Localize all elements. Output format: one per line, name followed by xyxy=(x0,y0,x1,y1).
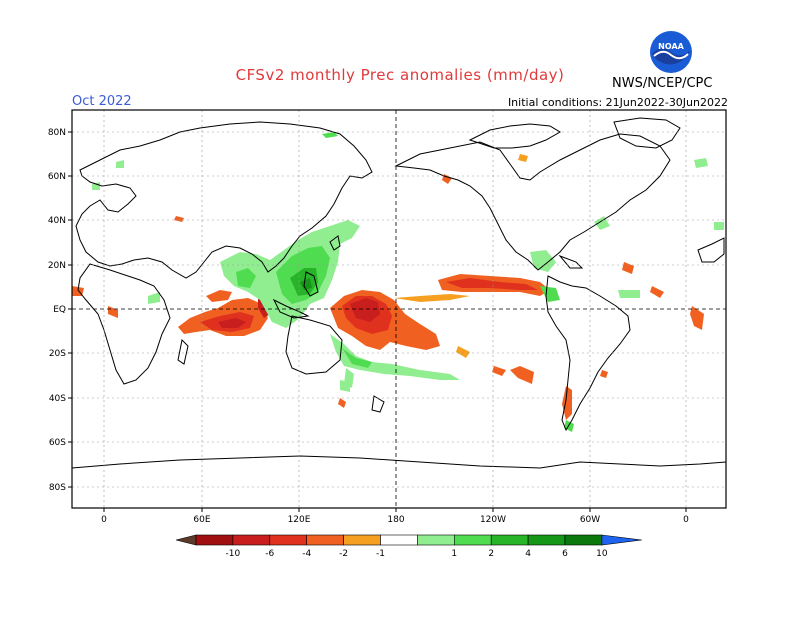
lon-label: 60W xyxy=(580,515,600,525)
colorbar-tick-label: -2 xyxy=(339,549,348,559)
colorbar-swatch xyxy=(232,534,271,546)
colorbar-arrow-high xyxy=(601,534,642,546)
wet-anomaly-minor xyxy=(92,132,724,432)
logo-text: NOAA xyxy=(658,42,684,51)
colorbar-tick-label: -4 xyxy=(302,549,311,559)
colorbar-swatch xyxy=(380,534,418,546)
wet-anomaly-maritime-continent xyxy=(220,220,460,388)
colorbar-tick-label: 6 xyxy=(562,549,568,559)
lon-label: 180 xyxy=(387,515,404,525)
lon-label: 0 xyxy=(683,515,689,525)
lon-label: 120E xyxy=(288,515,311,525)
dry-anomaly-east-pacific-itcz xyxy=(438,274,550,384)
map-title: CFSv2 monthly Prec anomalies (mm/day) xyxy=(235,66,565,84)
lat-label: 80N xyxy=(48,128,66,138)
lat-ticks xyxy=(68,131,72,488)
colorbar-swatch xyxy=(490,534,529,546)
noaa-logo: NOAA xyxy=(650,31,692,73)
lat-label: 40N xyxy=(48,216,66,226)
colorbar-tick-label: -6 xyxy=(265,549,274,559)
colorbar-swatch xyxy=(306,534,344,546)
lon-label: 0 xyxy=(101,515,107,525)
colorbar-swatch xyxy=(453,534,492,546)
colorbar-tick-label: 1 xyxy=(451,549,457,559)
forecast-month: Oct 2022 xyxy=(72,94,132,109)
lat-label: 60S xyxy=(49,438,66,448)
colorbar: -10 -6 -4 -2 -1 1 2 4 6 10 xyxy=(175,534,642,559)
lon-ticks xyxy=(103,508,687,512)
colorbar-swatch xyxy=(417,534,455,546)
longitude-labels: 0 60E 120E 180 120W 60W 0 xyxy=(101,515,689,525)
colorbar-swatch xyxy=(527,534,566,546)
colorbar-arrow-low xyxy=(175,534,197,546)
lon-label: 60E xyxy=(193,515,210,525)
colorbar-swatch xyxy=(343,534,381,546)
dry-anomaly-west-pacific xyxy=(258,290,470,350)
colorbar-tick-label: 10 xyxy=(596,549,608,559)
colorbar-tick-label: 4 xyxy=(525,549,531,559)
lat-lon-grid xyxy=(72,110,726,508)
lat-label: 20N xyxy=(48,261,66,271)
colorbar-tick-label: 2 xyxy=(488,549,494,559)
dry-anomaly-west-indian-ocean xyxy=(178,290,268,336)
lat-label: 60N xyxy=(48,172,66,182)
lat-label: 20S xyxy=(49,349,66,359)
organization-label: NWS/NCEP/CPC xyxy=(612,76,713,91)
lat-label: 80S xyxy=(49,483,66,493)
colorbar-swatch xyxy=(269,534,307,546)
lat-label: EQ xyxy=(53,305,66,315)
colorbar-swatch xyxy=(564,534,603,546)
coastlines xyxy=(72,117,726,469)
lat-label: 40S xyxy=(49,394,66,404)
dry-anomaly-minor xyxy=(72,154,704,420)
colorbar-tick-label: -10 xyxy=(226,549,241,559)
lon-label: 120W xyxy=(480,515,506,525)
colorbar-swatch xyxy=(195,534,234,546)
colorbar-tick-label: -1 xyxy=(376,549,385,559)
anomaly-fields xyxy=(72,110,726,508)
initial-conditions: Initial conditions: 21Jun2022-30Jun2022 xyxy=(507,96,728,109)
latitude-labels: 80N 60N 40N 20N EQ 20S 40S 60S 80S xyxy=(48,128,66,493)
